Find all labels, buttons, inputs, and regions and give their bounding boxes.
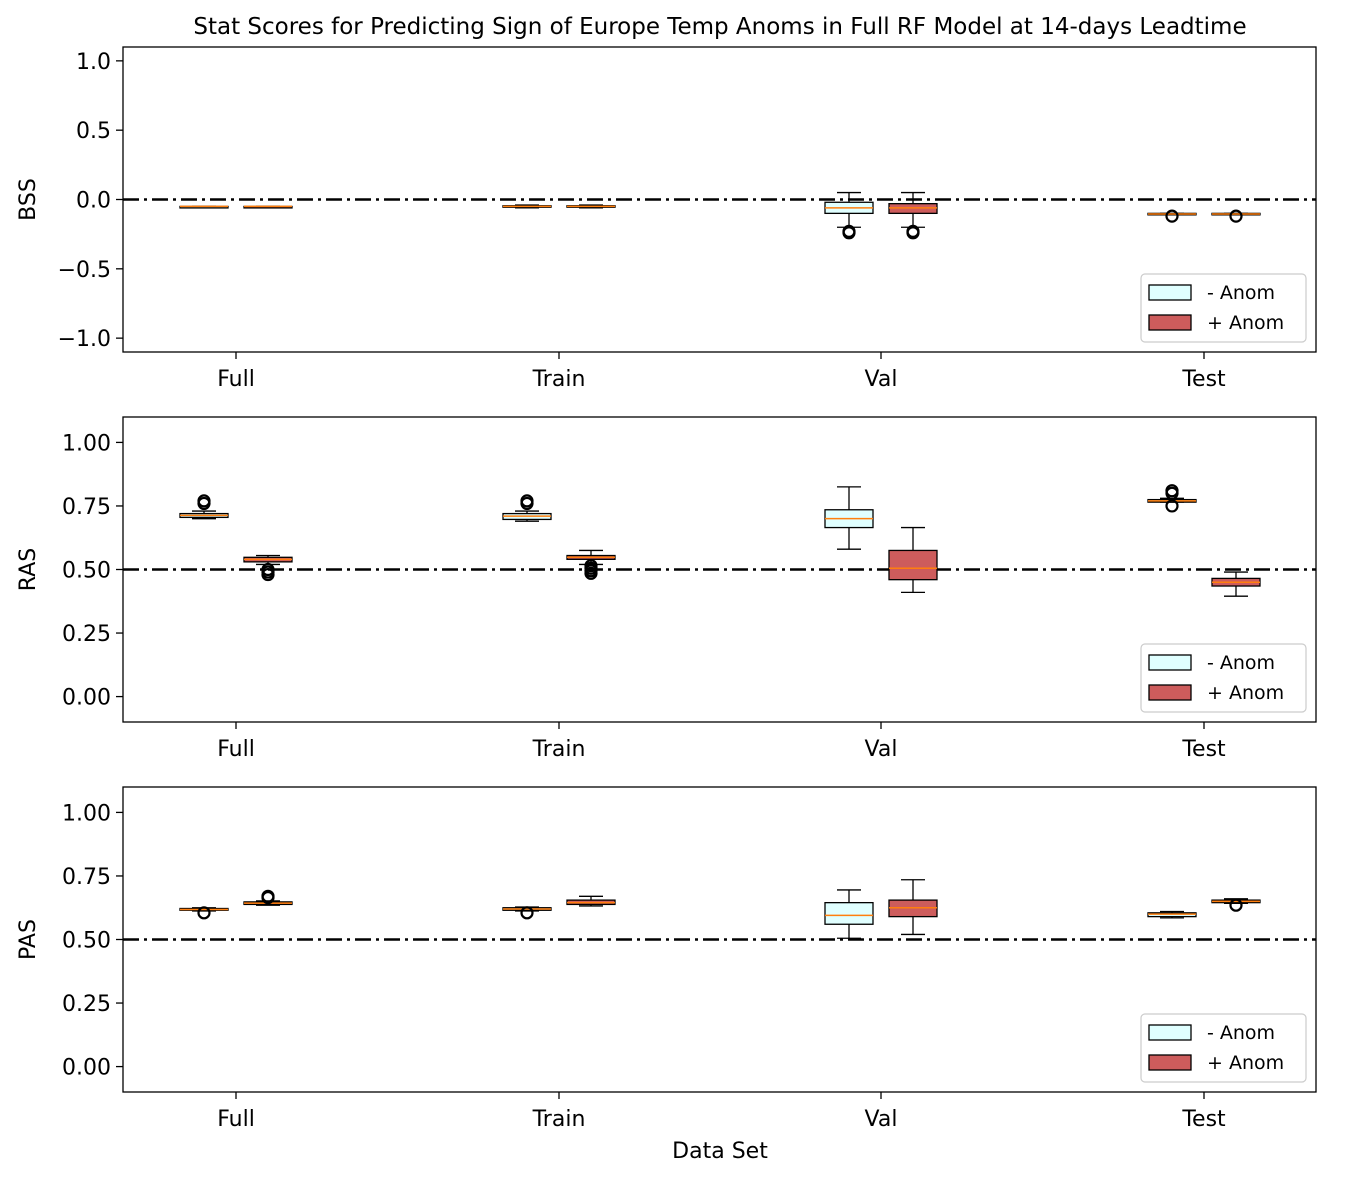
x-tick-label: Test bbox=[1181, 737, 1226, 762]
legend-swatch-pos-anom bbox=[1148, 1054, 1192, 1071]
box-body bbox=[888, 549, 938, 581]
legend-swatch-neg-anom bbox=[1148, 284, 1192, 301]
y-tick-label: 0.75 bbox=[62, 495, 111, 520]
y-axis-label: BSS bbox=[16, 178, 41, 221]
legend: - Anom + Anom bbox=[1140, 273, 1307, 343]
y-tick-label: 0.0 bbox=[76, 189, 111, 214]
flier-point bbox=[906, 226, 920, 240]
axes-frame bbox=[122, 786, 1317, 1093]
flier-point bbox=[1165, 499, 1179, 513]
x-axis-label: Data Set bbox=[672, 1139, 768, 1164]
flier-point bbox=[261, 889, 275, 903]
x-tick-label: Val bbox=[865, 367, 898, 392]
y-tick-label: 1.00 bbox=[62, 431, 111, 456]
box-pos-anom-test bbox=[1211, 209, 1261, 223]
y-tick-label: −0.5 bbox=[58, 258, 111, 283]
legend-swatch-neg-anom bbox=[1148, 1024, 1192, 1041]
x-tick-label: Full bbox=[217, 367, 255, 392]
figure-title: Stat Scores for Predicting Sign of Europ… bbox=[193, 14, 1246, 40]
x-tick-label: Val bbox=[865, 1107, 898, 1132]
y-axis-label: RAS bbox=[16, 548, 41, 591]
box-neg-anom-full bbox=[179, 906, 229, 920]
x-tick-label: Train bbox=[532, 367, 586, 392]
box-neg-anom-train bbox=[502, 906, 552, 920]
flier-point bbox=[520, 494, 534, 508]
flier-point bbox=[520, 906, 534, 920]
box-pos-anom-full bbox=[243, 889, 293, 906]
legend-swatch-pos-anom bbox=[1148, 314, 1192, 331]
y-tick-label: 0.00 bbox=[62, 1056, 111, 1081]
subplot-ras: 0.00 0.25 0.50 0.75 1.00 RAS Full Train Val Test -… bbox=[16, 416, 1317, 762]
box-pos-anom-val bbox=[888, 191, 938, 240]
box-pos-anom-full bbox=[243, 554, 293, 582]
y-tick-label: 0.50 bbox=[62, 929, 111, 954]
legend-label-pos-anom: + Anom bbox=[1207, 682, 1284, 704]
y-tick-label: 0.25 bbox=[62, 992, 111, 1017]
box-pos-anom-val bbox=[888, 879, 938, 936]
axes-frame bbox=[122, 416, 1317, 723]
flier-point bbox=[1165, 484, 1179, 498]
box-neg-anom-val bbox=[824, 486, 874, 550]
box-neg-anom-train bbox=[502, 204, 552, 209]
y-tick-label: 0.75 bbox=[62, 865, 111, 890]
y-tick-label: 0.5 bbox=[76, 119, 111, 144]
flier-point bbox=[261, 562, 275, 577]
flier-point bbox=[842, 226, 856, 240]
legend-label-pos-anom: + Anom bbox=[1207, 1052, 1284, 1074]
box-neg-anom-test bbox=[1147, 209, 1197, 223]
box-neg-anom-val bbox=[824, 191, 874, 240]
y-axis-label: PAS bbox=[16, 919, 41, 960]
x-tick-label: Full bbox=[217, 1107, 255, 1132]
legend-label-neg-anom: - Anom bbox=[1207, 1022, 1275, 1044]
y-tick-label: 0.00 bbox=[62, 686, 111, 711]
legend-swatch-neg-anom bbox=[1148, 654, 1192, 671]
box-neg-anom-train bbox=[502, 494, 552, 522]
flier-point bbox=[1165, 209, 1179, 223]
legend-label-pos-anom: + Anom bbox=[1207, 312, 1284, 334]
flier-point bbox=[1229, 898, 1243, 912]
x-tick-label: Val bbox=[865, 737, 898, 762]
y-tick-label: 0.50 bbox=[62, 559, 111, 584]
legend-label-neg-anom: - Anom bbox=[1207, 282, 1275, 304]
box-neg-anom-test bbox=[1147, 484, 1197, 513]
subplot-bss: −1.0 −0.5 0.0 0.5 1.0 BSS Full Train Val Test - An… bbox=[16, 46, 1317, 392]
x-tick-label: Train bbox=[532, 1107, 586, 1132]
box-neg-anom-val bbox=[824, 889, 874, 939]
axes-frame bbox=[122, 46, 1317, 353]
box-neg-anom-test bbox=[1147, 910, 1197, 919]
box-neg-anom-full bbox=[179, 205, 229, 209]
y-tick-label: −1.0 bbox=[58, 327, 111, 352]
flier-point bbox=[197, 906, 211, 920]
subplot-pas: 0.00 0.25 0.50 0.75 1.00 PAS Full Train Val Test -… bbox=[16, 786, 1317, 1132]
x-tick-label: Train bbox=[532, 737, 586, 762]
subplots: −1.0 −0.5 0.0 0.5 1.0 BSS Full Train Val Test - An… bbox=[16, 46, 1317, 1132]
flier-point bbox=[584, 559, 598, 573]
legend: - Anom + Anom bbox=[1140, 643, 1307, 713]
box-pos-anom-full bbox=[243, 205, 293, 209]
y-tick-label: 0.25 bbox=[62, 622, 111, 647]
box-pos-anom-val bbox=[888, 526, 938, 594]
x-tick-label: Full bbox=[217, 737, 255, 762]
flier-point bbox=[1229, 209, 1243, 223]
legend-label-neg-anom: - Anom bbox=[1207, 652, 1275, 674]
legend: - Anom + Anom bbox=[1140, 1013, 1307, 1083]
box-pos-anom-train bbox=[566, 895, 616, 907]
box-body bbox=[824, 901, 874, 925]
box-pos-anom-test bbox=[1211, 571, 1261, 597]
box-neg-anom-full bbox=[179, 494, 229, 520]
y-tick-label: 1.0 bbox=[76, 50, 111, 75]
y-tick-label: 1.00 bbox=[62, 801, 111, 826]
x-tick-label: Test bbox=[1181, 367, 1226, 392]
box-pos-anom-train bbox=[566, 549, 616, 580]
x-tick-label: Test bbox=[1181, 1107, 1226, 1132]
legend-swatch-pos-anom bbox=[1148, 684, 1192, 701]
box-pos-anom-train bbox=[566, 204, 616, 209]
box-pos-anom-test bbox=[1211, 898, 1261, 912]
flier-point bbox=[197, 494, 211, 508]
